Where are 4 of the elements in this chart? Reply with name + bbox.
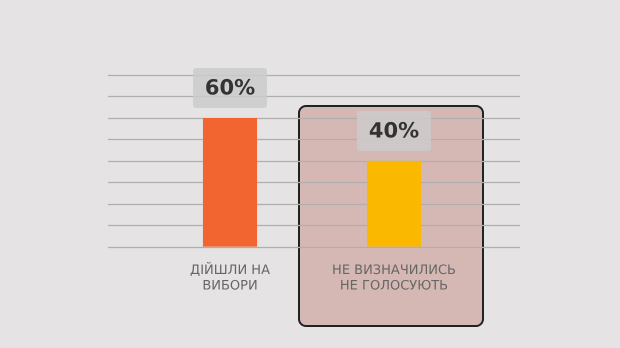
x-tick-label: НЕ ВИЗНАЧИЛИСЬ НЕ ГОЛОСУЮТЬ (332, 262, 456, 294)
data-label: 60% (204, 75, 256, 100)
x-tick-label: ДІЙШЛИ НА ВИБОРИ (190, 260, 270, 294)
data-label: 40% (368, 118, 420, 142)
